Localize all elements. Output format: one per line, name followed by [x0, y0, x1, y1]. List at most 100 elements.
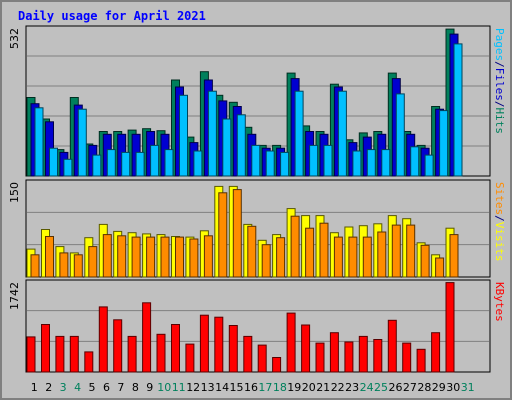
bar-pages-day-3 [63, 158, 73, 177]
legend-separator: / [493, 215, 506, 222]
legend-visits: Visits [493, 222, 506, 262]
bar-kbytes-day-21 [315, 342, 325, 373]
bar-sites-day-26 [391, 224, 401, 278]
bar-sites-day-17 [261, 244, 271, 278]
day-label-27: 27 [403, 381, 417, 394]
bar-pages-day-20 [309, 144, 319, 177]
bar-sites-day-24 [362, 236, 372, 278]
bar-sites-day-28 [420, 244, 430, 278]
bar-kbytes-day-1 [26, 336, 36, 373]
bar-kbytes-day-4 [69, 335, 79, 373]
day-label-3: 3 [60, 381, 67, 394]
bar-pages-day-27 [410, 146, 420, 177]
bar-kbytes-day-17 [257, 344, 267, 373]
bar-sites-day-2 [45, 236, 54, 278]
bar-pages-day-11 [179, 94, 188, 177]
day-label-7: 7 [117, 381, 124, 394]
day-label-13: 13 [201, 381, 215, 394]
bar-kbytes-day-26 [387, 319, 397, 373]
bar-pages-day-30 [453, 43, 463, 177]
day-label-4: 4 [74, 381, 81, 394]
bar-sites-day-7 [117, 235, 127, 278]
bar-kbytes-day-22 [329, 332, 339, 373]
bar-pages-day-5 [92, 154, 102, 177]
day-label-29: 29 [432, 381, 446, 394]
bar-sites-day-8 [131, 236, 141, 278]
bar-pages-day-12 [193, 150, 203, 177]
bar-kbytes-day-24 [358, 335, 368, 373]
bar-kbytes-day-9 [142, 302, 152, 373]
bar-sites-day-22 [333, 236, 343, 278]
day-label-8: 8 [132, 381, 139, 394]
bar-sites-day-19 [290, 215, 300, 278]
bar-pages-day-23 [352, 150, 362, 177]
series-pages [34, 43, 463, 177]
day-label-30: 30 [446, 381, 460, 394]
bar-sites-day-5 [88, 246, 98, 278]
day-label-16: 16 [244, 381, 258, 394]
bar-kbytes-day-28 [416, 348, 426, 373]
day-label-31: 31 [461, 381, 475, 394]
bar-pages-day-19 [294, 90, 304, 177]
bar-pages-day-16 [251, 144, 261, 177]
bar-pages-day-28 [424, 154, 434, 177]
x-axis-day-labels: 1 2 3 4 5 6 7 8 9 10 11 12 13 14 15 16 17 18 19 20 21 22 23 24 2… [31, 381, 475, 394]
bar-kbytes-day-29 [431, 332, 441, 373]
bar-sites-day-1 [30, 254, 40, 278]
day-label-18: 18 [273, 381, 287, 394]
bar-sites-day-20 [305, 227, 315, 278]
chart-title: Daily usage for April 2021 [18, 9, 206, 23]
bar-sites-day-4 [73, 254, 83, 278]
bar-kbytes-day-6 [98, 306, 108, 373]
bar-pages-day-7 [121, 151, 131, 177]
panel-max-label: 150 [8, 182, 21, 203]
legend-files: Files [493, 68, 506, 101]
day-label-21: 21 [316, 381, 330, 394]
panel-max-label: 1742 [8, 282, 21, 310]
bar-pages-day-4 [77, 108, 87, 177]
bar-kbytes-day-8 [127, 335, 137, 373]
bar-pages-day-24 [366, 149, 376, 177]
bar-kbytes-day-7 [113, 319, 123, 373]
day-label-1: 1 [31, 381, 38, 394]
day-label-9: 9 [146, 381, 153, 394]
bar-sites-day-11 [175, 236, 184, 278]
legend-kbytes: KBytes [493, 282, 506, 322]
bar-sites-day-13 [203, 235, 213, 278]
bar-kbytes-day-14 [214, 316, 224, 373]
bar-kbytes-day-27 [402, 342, 412, 373]
bar-kbytes-day-2 [41, 324, 50, 373]
bar-pages-day-25 [381, 149, 391, 177]
panel-legend-label: Pages/Files/Hits [493, 28, 506, 134]
bar-sites-day-6 [102, 234, 112, 278]
bar-kbytes-day-15 [228, 325, 238, 373]
bar-sites-day-23 [348, 236, 358, 278]
bar-sites-day-12 [189, 238, 199, 278]
bar-kbytes-day-18 [272, 357, 282, 373]
bar-sites-day-29 [435, 257, 445, 278]
panel-kbytes: 1742 KBytes [8, 279, 506, 373]
bar-pages-day-8 [135, 151, 145, 177]
day-label-5: 5 [89, 381, 96, 394]
bar-sites-day-10 [160, 236, 170, 278]
legend-hits: Hits [493, 108, 506, 135]
bar-pages-day-2 [49, 147, 58, 177]
bar-sites-day-9 [146, 236, 156, 278]
bar-pages-day-22 [337, 90, 347, 177]
bar-pages-day-15 [236, 114, 246, 177]
bar-kbytes-day-19 [286, 312, 296, 373]
bar-pages-day-18 [280, 151, 290, 177]
bar-pages-day-9 [150, 144, 160, 177]
bar-kbytes-day-3 [55, 335, 65, 373]
bar-sites-day-21 [319, 222, 329, 278]
panel-sites_visits: 150 Sites/Visits [8, 179, 506, 278]
day-label-20: 20 [302, 381, 316, 394]
bar-sites-day-14 [218, 192, 228, 278]
bar-sites-day-30 [449, 234, 459, 278]
bar-kbytes-day-10 [156, 333, 166, 373]
day-label-22: 22 [331, 381, 345, 394]
legend-sites: Sites [493, 182, 506, 215]
bar-kbytes-day-20 [301, 324, 311, 373]
